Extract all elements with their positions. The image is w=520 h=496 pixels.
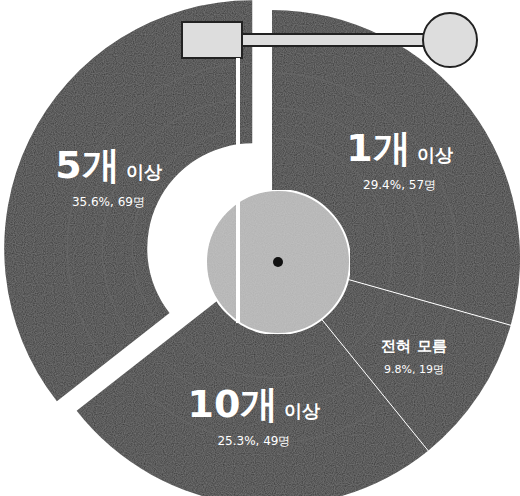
record-pie-chart: 1개이상 29.4%, 57명전혀 모름 9.8%, 19명 10개이상 25.3%, … — [0, 0, 520, 496]
tonearm — [182, 13, 477, 323]
category-label: 5개이상 — [55, 143, 161, 187]
tonearm-head — [182, 22, 242, 58]
tonearm-gap — [236, 58, 240, 323]
chart-container: 1개이상 29.4%, 57명전혀 모름 9.8%, 19명 10개이상 25.3%, … — [0, 0, 520, 496]
data-label: 25.3%, 49명 — [217, 434, 290, 448]
slice — [4, 0, 252, 401]
category-label: 전혀 모름 — [381, 337, 446, 355]
data-label: 35.6%, 69명 — [72, 195, 145, 209]
record-label — [206, 190, 350, 334]
data-label: 29.4%, 57명 — [363, 178, 436, 192]
grooves — [67, 63, 457, 443]
data-label: 9.8%, 19명 — [384, 363, 444, 376]
groove — [179, 334, 346, 378]
groove — [129, 375, 386, 443]
tonearm-pivot — [423, 13, 477, 67]
separator — [344, 278, 520, 330]
category-label: 1개이상 — [346, 126, 452, 170]
category-label: 10개이상 — [188, 382, 321, 426]
groove — [391, 312, 449, 400]
spindle-hole — [273, 257, 283, 267]
groove — [67, 63, 248, 359]
labels: 1개이상 29.4%, 57명전혀 모름 9.8%, 19명 10개이상 25.3%, … — [55, 126, 453, 448]
slices — [4, 0, 520, 496]
